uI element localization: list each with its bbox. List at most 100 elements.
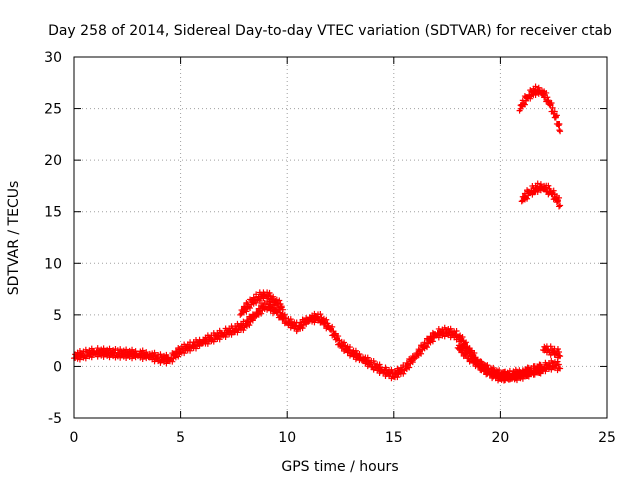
y-tick-label: 20 xyxy=(44,153,62,169)
data-point xyxy=(459,333,466,340)
data-point xyxy=(388,366,395,373)
data-point xyxy=(394,374,401,381)
data-point xyxy=(335,333,342,340)
data-point xyxy=(204,340,211,347)
data-point xyxy=(412,355,419,362)
data-point xyxy=(429,338,436,345)
y-tick-label: 30 xyxy=(44,50,62,66)
data-point xyxy=(181,350,188,357)
data-point xyxy=(553,112,560,119)
data-point xyxy=(382,364,389,371)
data-point xyxy=(557,353,564,360)
x-tick-label: 10 xyxy=(278,430,296,446)
data-point xyxy=(317,311,324,318)
data-point xyxy=(270,293,277,300)
data-point xyxy=(356,351,363,358)
axis-ticks xyxy=(73,56,608,419)
y-tick-label: 25 xyxy=(44,102,62,118)
data-point xyxy=(409,359,416,366)
data-point xyxy=(216,336,223,343)
data-point xyxy=(299,325,306,332)
data-point xyxy=(531,371,538,378)
data-point xyxy=(532,83,539,90)
data-point xyxy=(151,349,158,356)
data-point xyxy=(547,101,554,108)
data-point xyxy=(555,122,562,129)
data-point xyxy=(484,362,491,369)
data-point xyxy=(521,101,528,108)
data-point xyxy=(556,127,563,134)
data-point xyxy=(540,367,547,374)
series-high-arc-lower xyxy=(518,180,564,210)
data-point xyxy=(540,91,547,98)
y-tick-label: 5 xyxy=(53,308,62,324)
data-point xyxy=(323,316,330,323)
x-tick-label: 20 xyxy=(491,430,509,446)
data-point xyxy=(234,329,241,336)
y-axis-label: SDTVAR / TECUs xyxy=(6,181,22,296)
data-point xyxy=(543,89,550,96)
data-point xyxy=(555,361,562,368)
data-point xyxy=(281,311,288,318)
data-point xyxy=(376,361,383,368)
data-point xyxy=(538,364,545,371)
data-point xyxy=(490,364,497,371)
data-point xyxy=(423,344,430,351)
data-point xyxy=(466,350,473,357)
data-point xyxy=(545,182,552,189)
series-upper-track-morning xyxy=(237,289,286,318)
data-point xyxy=(556,194,563,201)
y-tick-label: 15 xyxy=(44,205,62,221)
data-point xyxy=(460,344,467,351)
data-point xyxy=(534,180,541,187)
data-point xyxy=(549,104,556,111)
data-point xyxy=(346,344,353,351)
data-point xyxy=(421,339,428,346)
data-point xyxy=(435,334,442,341)
x-tick-label: 5 xyxy=(176,430,185,446)
data-point xyxy=(406,364,413,371)
data-point xyxy=(532,92,539,99)
data-point xyxy=(266,289,273,296)
data-point xyxy=(228,331,235,338)
data-point xyxy=(452,331,459,338)
data-point xyxy=(243,299,250,306)
data-point xyxy=(453,328,460,335)
data-point xyxy=(495,370,502,377)
data-point xyxy=(252,313,259,320)
data-point xyxy=(524,195,531,202)
chart-title: Day 258 of 2014, Sidereal Day-to-day VTE… xyxy=(48,23,612,39)
data-point xyxy=(341,339,348,346)
data-point xyxy=(502,368,509,375)
data-point xyxy=(364,354,371,361)
data-point xyxy=(169,358,176,365)
data-points xyxy=(71,83,564,384)
data-point xyxy=(247,305,254,312)
data-point xyxy=(243,308,250,315)
data-point xyxy=(529,191,536,198)
data-point xyxy=(400,370,407,377)
data-point xyxy=(544,94,551,101)
data-point xyxy=(249,317,256,324)
data-point xyxy=(557,202,564,209)
data-point xyxy=(463,339,470,346)
data-point xyxy=(253,299,260,306)
data-point xyxy=(222,334,229,341)
data-point xyxy=(237,311,244,318)
x-axis-label: GPS time / hours xyxy=(281,459,398,475)
data-point xyxy=(175,353,182,360)
data-point xyxy=(554,345,561,352)
data-point xyxy=(496,367,503,374)
data-point xyxy=(519,375,526,382)
data-point xyxy=(303,321,310,328)
data-point xyxy=(513,377,520,384)
y-tick-label: 0 xyxy=(53,359,62,375)
series-late-short-segment xyxy=(540,343,564,361)
x-tick-label: 15 xyxy=(385,430,403,446)
data-point xyxy=(258,310,265,317)
data-point xyxy=(472,354,479,361)
data-point xyxy=(556,121,563,128)
data-point xyxy=(82,355,89,362)
data-point xyxy=(505,370,512,377)
data-point xyxy=(550,187,557,194)
